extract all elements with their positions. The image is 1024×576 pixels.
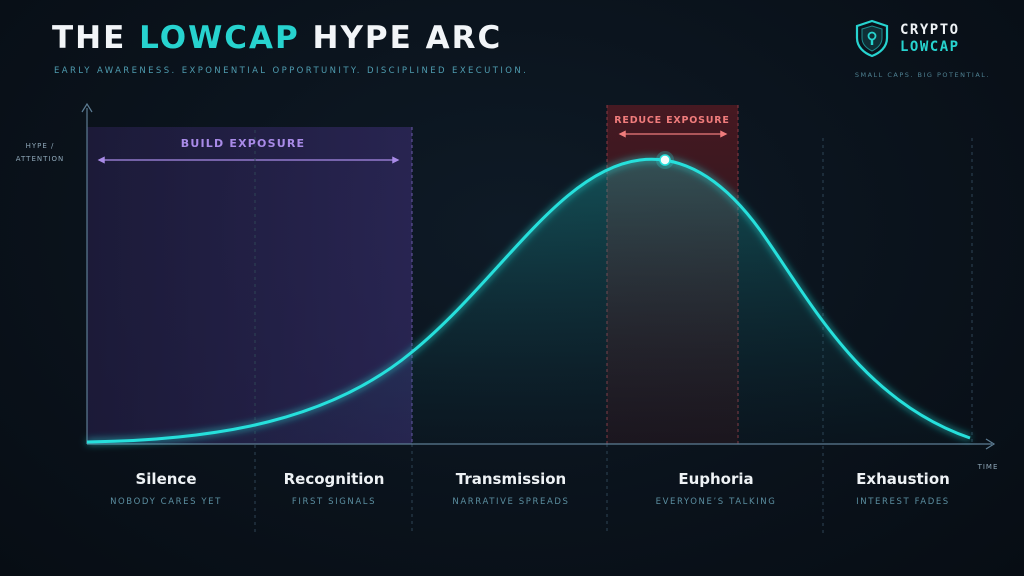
phase-sub-euphoria: EVERYONE’S TALKING xyxy=(656,497,777,507)
reduce-exposure-label: REDUCE EXPOSURE xyxy=(614,115,729,126)
phase-sub-recognition: FIRST SIGNALS xyxy=(292,497,376,507)
title-prefix: THE xyxy=(52,20,140,56)
phase-name-silence: Silence xyxy=(135,470,196,488)
peak-point xyxy=(659,154,671,166)
y-axis-label-line1: HYPE / xyxy=(26,142,55,150)
page-subtitle: EARLY AWARENESS. EXPONENTIAL OPPORTUNITY… xyxy=(54,66,529,76)
title-suffix: HYPE ARC xyxy=(299,20,503,56)
brand-line1: CRYPTO xyxy=(900,22,960,38)
phase-sub-silence: NOBODY CARES YET xyxy=(110,497,222,507)
x-axis-label: TIME xyxy=(977,463,999,471)
phase-name-euphoria: Euphoria xyxy=(678,470,753,488)
brand-logo: CRYPTO LOWCAP xyxy=(852,18,1002,58)
brand-line2: LOWCAP xyxy=(900,39,960,55)
title-accent: LOWCAP xyxy=(139,20,300,56)
y-axis-arrowhead xyxy=(81,102,93,113)
shield-keyhole-icon xyxy=(855,19,889,58)
build-exposure-label: BUILD EXPOSURE xyxy=(181,137,305,150)
phase-sub-transmission: NARRATIVE SPREADS xyxy=(452,497,569,507)
curve-area xyxy=(87,159,970,444)
y-axis-label-line2: ATTENTION xyxy=(16,155,64,163)
phase-name-recognition: Recognition xyxy=(284,470,385,488)
phase-sub-exhaustion: INTEREST FADES xyxy=(856,497,950,507)
phase-name-transmission: Transmission xyxy=(456,470,566,488)
brand-name: CRYPTO LOWCAP xyxy=(900,22,960,56)
phase-name-exhaustion: Exhaustion xyxy=(856,470,950,488)
x-axis-arrowhead xyxy=(985,438,996,450)
page-title: THE LOWCAP HYPE ARC xyxy=(52,20,502,56)
brand-tagline: SMALL CAPS. BIG POTENTIAL. xyxy=(854,71,990,79)
hype-curve xyxy=(86,157,971,444)
